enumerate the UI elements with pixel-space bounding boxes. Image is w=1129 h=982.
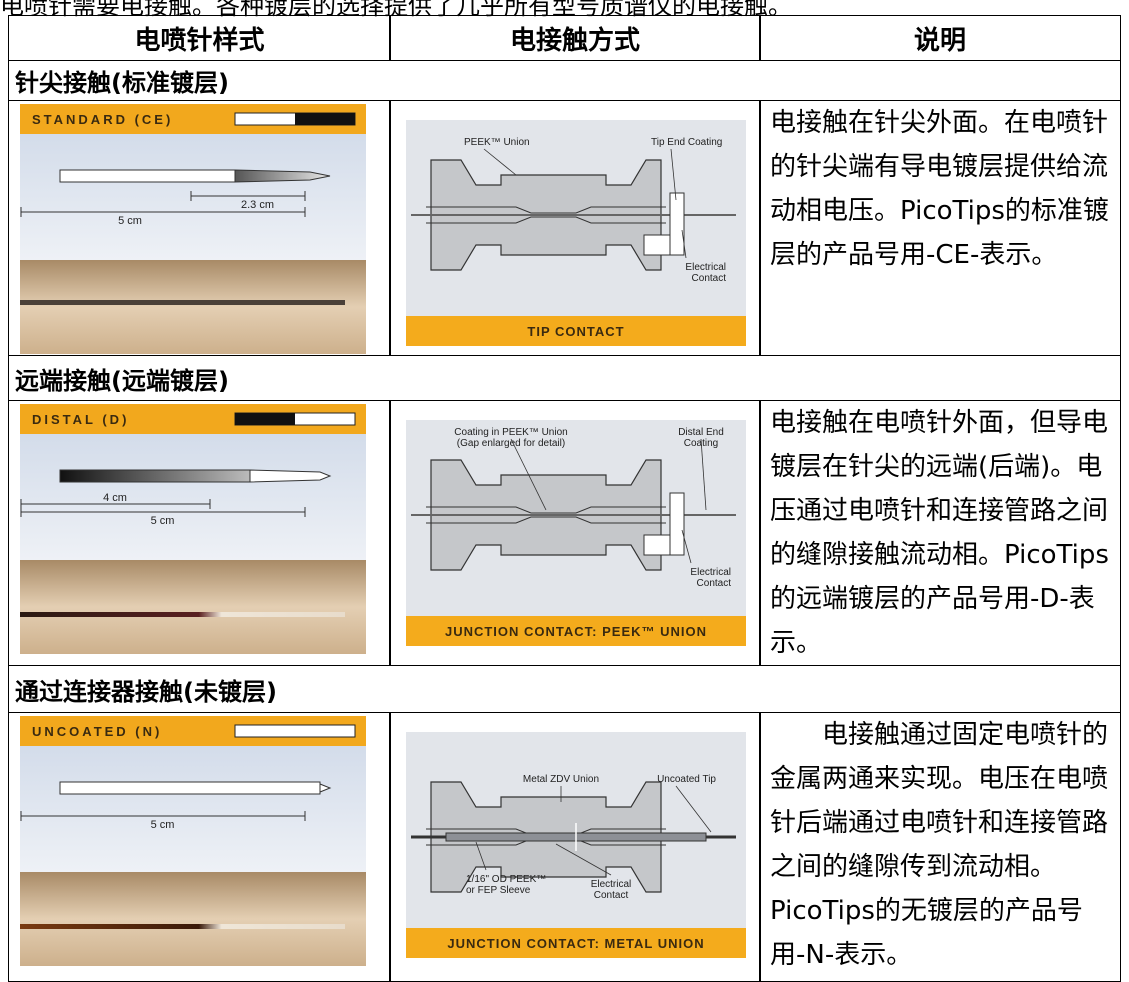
style-label: STANDARD (CE) <box>32 112 173 127</box>
contact-diagram: TIP CONTACT PEEK™ Union Tip End Coating Ele… <box>406 120 746 346</box>
description-cell: 电接触通过固定电喷针的金属两通来实现。电压在电喷针后端通过电喷针和连接管路之间的… <box>759 712 1121 982</box>
photo-needle <box>20 612 345 617</box>
leader <box>483 148 517 176</box>
callout: Uncoated Tip <box>657 774 716 785</box>
banner: JUNCTION CONTACT: METAL UNION <box>447 936 704 951</box>
indicator-fill <box>235 413 295 425</box>
photo-needle <box>20 924 345 929</box>
banner: TIP CONTACT <box>527 324 624 339</box>
callout: (Gap enlarged for detail) <box>457 438 565 449</box>
description-cell: 电接触在电喷针外面，但导电镀层在针尖的远端(后端)。电压通过电喷针和连接管路之间… <box>759 400 1121 666</box>
leader <box>681 529 692 564</box>
callout: Contact <box>594 890 629 901</box>
leader <box>700 438 707 511</box>
header-cell: 说明 <box>759 15 1121 61</box>
photo <box>20 260 366 354</box>
union-bore <box>426 206 666 224</box>
measure-label: 2.3 cm <box>241 199 274 211</box>
diagram-panel <box>20 134 366 260</box>
needle-image: DISTAL (D) 4 cm 5 cm <box>20 404 366 654</box>
banner: JUNCTION CONTACT: PEEK™ UNION <box>445 624 707 639</box>
needle-body <box>59 781 321 795</box>
callout: Metal ZDV Union <box>523 774 599 785</box>
style-label: DISTAL (D) <box>32 412 129 427</box>
measure-label: 5 cm <box>118 215 142 227</box>
photo <box>20 872 366 966</box>
contact-diagram: JUNCTION CONTACT: PEEK™ UNION Coating in … <box>406 420 746 646</box>
contact-block <box>643 534 671 556</box>
callout: Electrical <box>690 567 731 578</box>
diagram-panel <box>20 746 366 872</box>
needle-tip <box>319 782 332 794</box>
union-bore <box>426 506 666 524</box>
needle-tip <box>234 169 331 183</box>
callout: Coating in PEEK™ Union <box>454 427 567 438</box>
measure-label: 5 cm <box>151 819 175 831</box>
callout: Electrical <box>685 262 726 273</box>
section-title: 针尖接触(标准镀层) <box>8 60 1121 101</box>
callout: or FEP Sleeve <box>466 885 531 896</box>
leader <box>670 148 677 201</box>
photo <box>20 560 366 654</box>
leader <box>675 785 712 833</box>
callout: PEEK™ Union <box>464 137 530 148</box>
banner-band <box>406 316 746 346</box>
needle-image: STANDARD (CE) 2.3 cm 5 cm <box>20 104 366 354</box>
banner-band <box>406 616 746 646</box>
leader <box>510 438 547 511</box>
header-cell: 电接触方式 <box>389 15 761 61</box>
callout: Distal End <box>678 427 724 438</box>
measure-label: 5 cm <box>151 515 175 527</box>
indicator <box>234 724 356 738</box>
needle-coated <box>59 469 251 483</box>
header-cell: 电喷针样式 <box>8 15 391 61</box>
description-cell: 电接触在针尖外面。在电喷针的针尖端有导电镀层提供给流动相电压。PicoTips的… <box>759 100 1121 356</box>
section-title: 通过连接器接触(未镀层) <box>8 665 1121 713</box>
callout: Electrical <box>591 879 632 890</box>
description: 电接触通过固定电喷针的金属两通来实现。电压在电喷针后端通过电喷针和连接管路之间的… <box>770 720 1109 970</box>
description: 电接触在电喷针外面，但导电镀层在针尖的远端(后端)。电压通过电喷针和连接管路之间… <box>770 408 1109 658</box>
banner-band <box>406 928 746 958</box>
callout: Coating <box>684 438 718 449</box>
leader <box>555 843 612 876</box>
callout: Tip End Coating <box>651 137 722 148</box>
callout: 1/16" OD PEEK™ <box>466 874 546 885</box>
needle-body <box>59 169 236 183</box>
contact-block <box>643 234 671 256</box>
leader <box>475 841 487 871</box>
description: 电接触在针尖外面。在电喷针的针尖端有导电镀层提供给流动相电压。PicoTips的… <box>770 108 1109 270</box>
photo-needle <box>20 300 345 305</box>
needle-tip <box>249 469 332 483</box>
callout: Contact <box>692 273 727 284</box>
needle-image: UNCOATED (N) 5 cm <box>20 716 366 966</box>
section-title: 远端接触(远端镀层) <box>8 355 1121 401</box>
contact-diagram: JUNCTION CONTACT: METAL UNION Metal ZDV U… <box>406 732 746 958</box>
style-label: UNCOATED (N) <box>32 724 162 739</box>
contact-plate <box>669 492 685 556</box>
indicator-fill <box>295 113 355 125</box>
callout: Contact <box>697 578 732 589</box>
leader <box>681 229 687 259</box>
diagram-panel <box>20 434 366 560</box>
contact-plate <box>669 192 685 256</box>
measure-label: 4 cm <box>103 492 127 504</box>
